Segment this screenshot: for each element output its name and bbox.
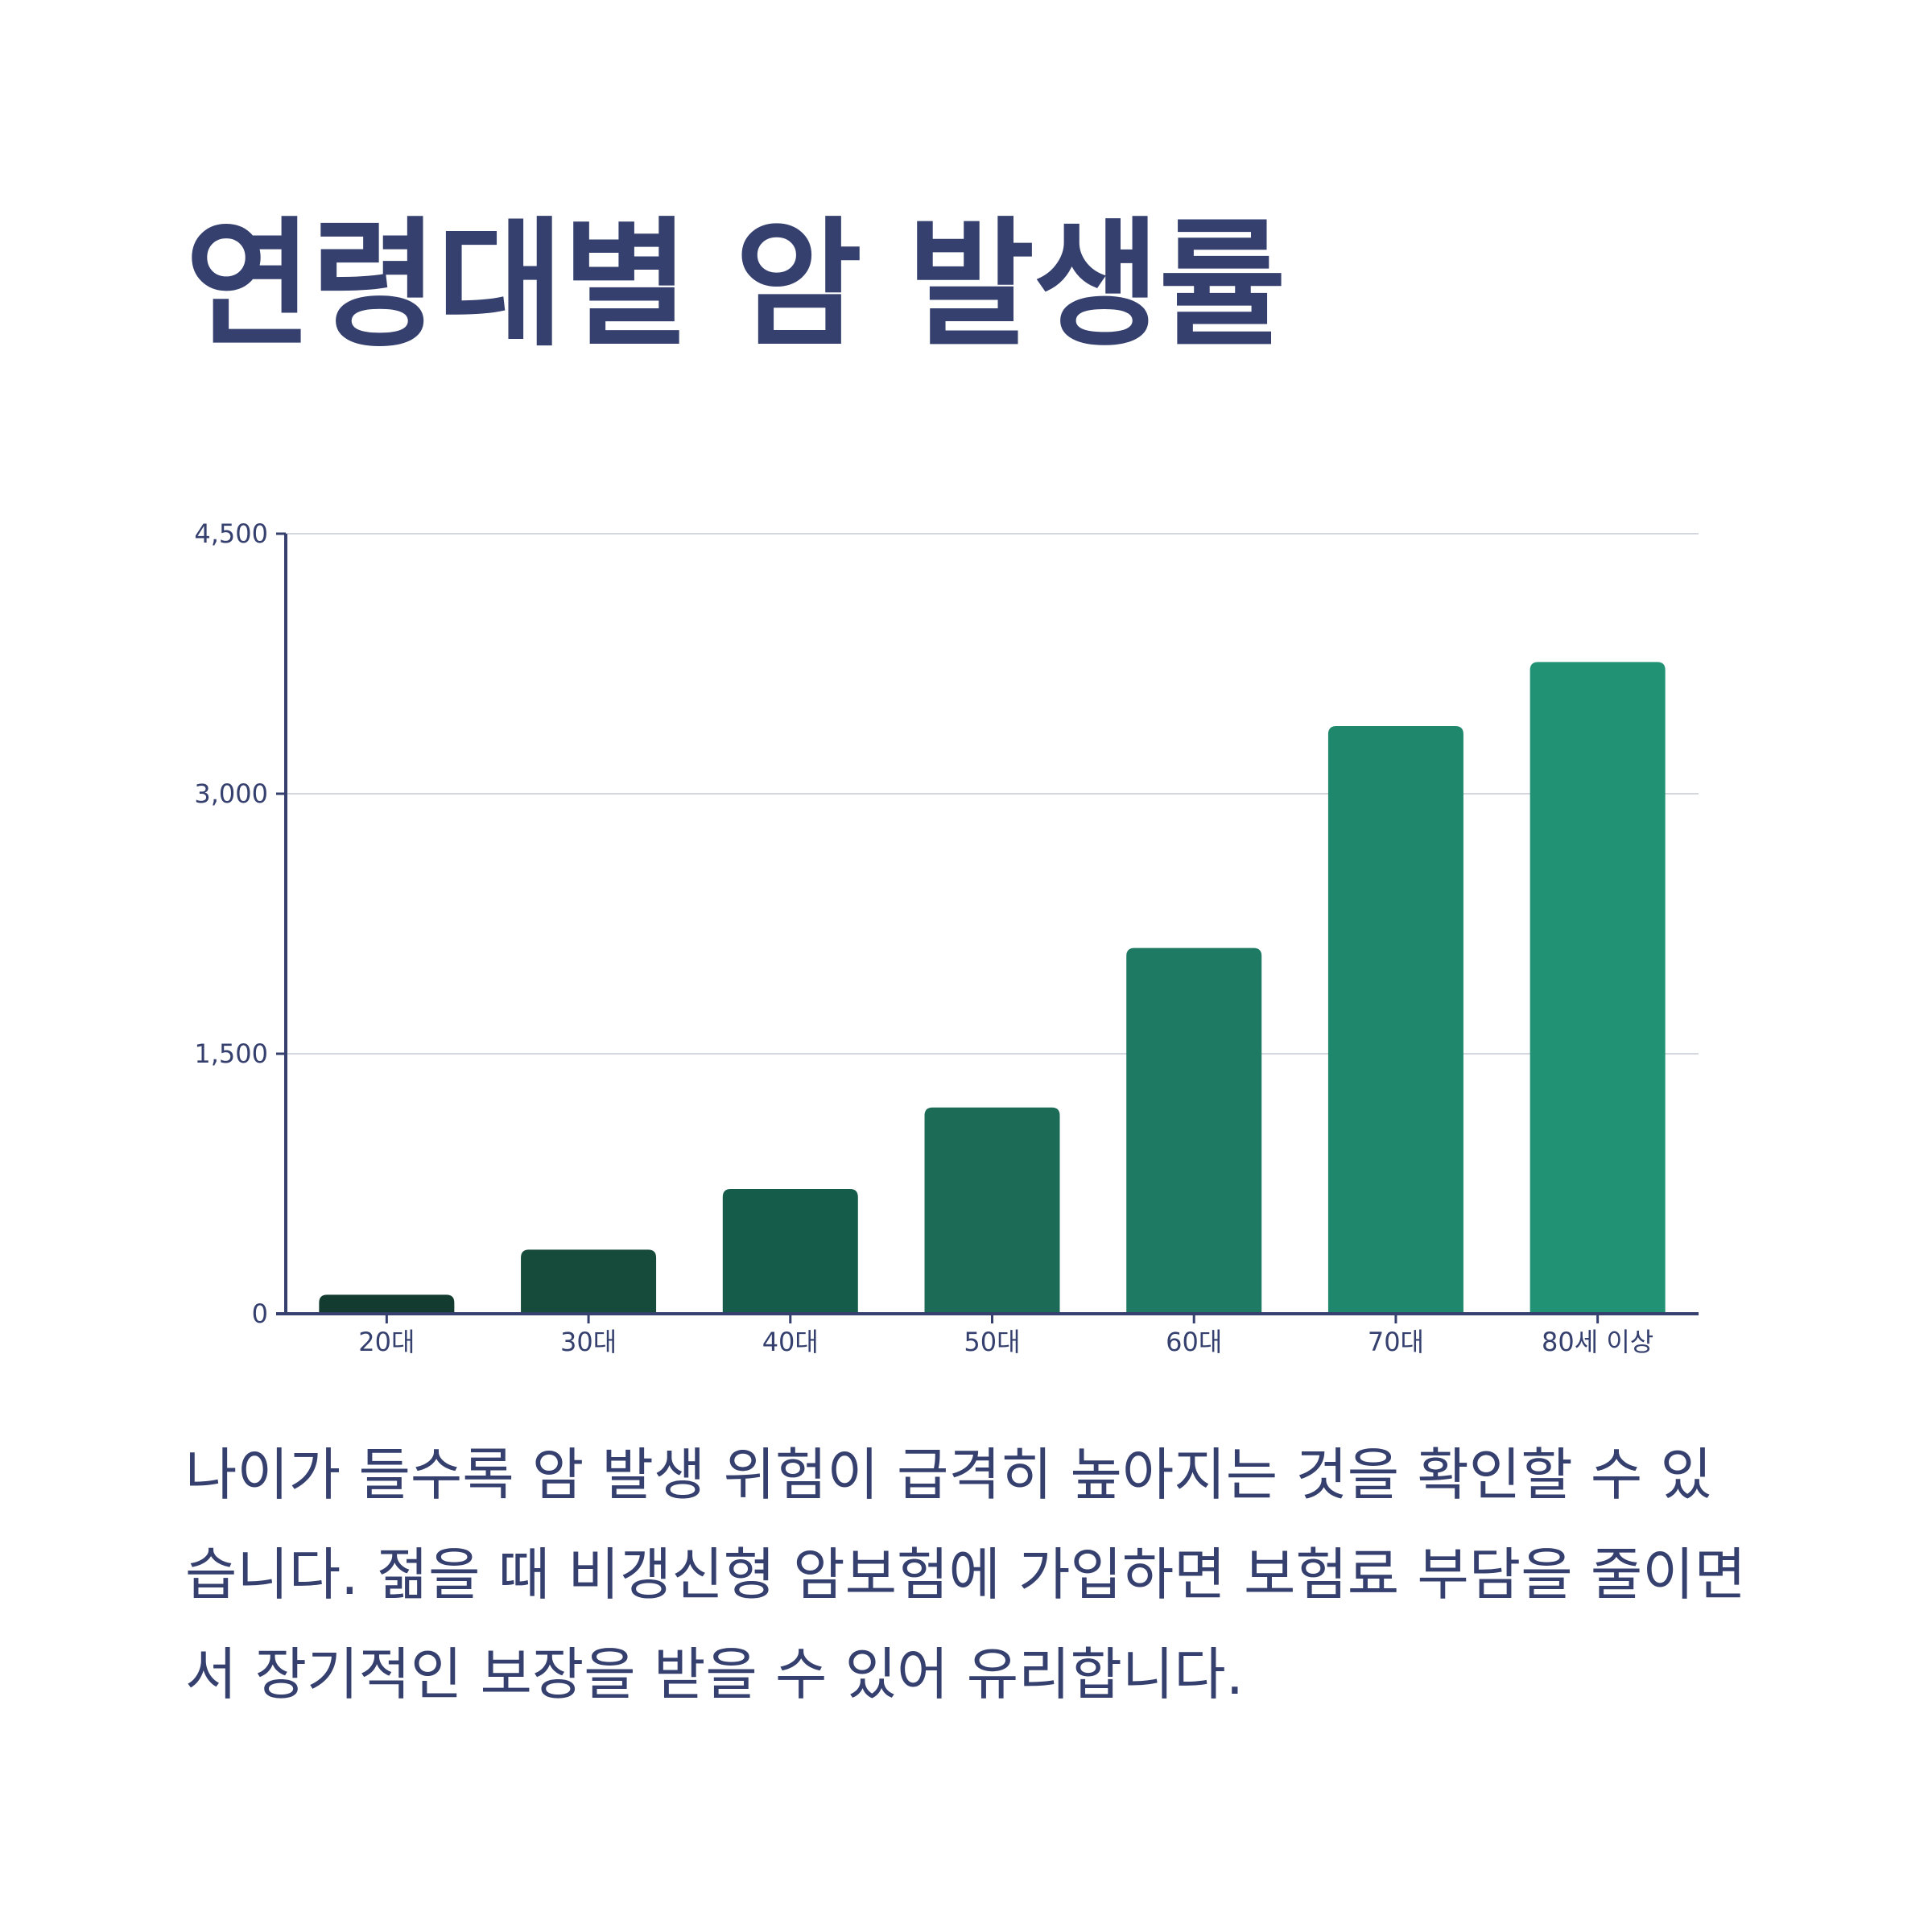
tick-labels: 0 1,500 3,000 4,500 20대 30대 40대 50대 60대 70대 80세 이상 xyxy=(194,518,1653,1357)
chart-description: 나이가 들수록 암 발생 위험이 급격히 높아지는 것을 확인할 수 있습니다.… xyxy=(185,1442,1747,1707)
x-tick-label: 60대 xyxy=(1166,1327,1222,1357)
y-tick-label: 0 xyxy=(252,1298,268,1329)
chart-title: 연령대별 암 발생률 xyxy=(185,204,1286,365)
bar-1 xyxy=(319,1294,455,1314)
bar-4 xyxy=(924,1107,1060,1314)
y-tick-label: 1,500 xyxy=(194,1038,268,1069)
x-tick-label: 30대 xyxy=(560,1327,617,1357)
bar-2 xyxy=(521,1249,657,1314)
x-tick-label: 50대 xyxy=(964,1327,1020,1357)
x-tick-label: 80세 이상 xyxy=(1542,1327,1653,1357)
y-tick-label: 3,000 xyxy=(194,778,268,809)
bars xyxy=(319,662,1666,1314)
axes xyxy=(276,532,1699,1323)
y-tick-label: 4,500 xyxy=(194,518,268,549)
bar-7 xyxy=(1530,662,1666,1314)
bar-5 xyxy=(1126,947,1262,1314)
bar-chart: 0 1,500 3,000 4,500 20대 30대 40대 50대 60대 70대 80세 이상 xyxy=(194,518,1699,1357)
x-tick-label: 20대 xyxy=(358,1327,415,1357)
x-tick-label: 70대 xyxy=(1368,1327,1424,1357)
grid-lines xyxy=(286,533,1699,1055)
x-tick-label: 40대 xyxy=(762,1327,819,1357)
bar-6 xyxy=(1327,726,1463,1314)
bar-3 xyxy=(722,1188,858,1314)
